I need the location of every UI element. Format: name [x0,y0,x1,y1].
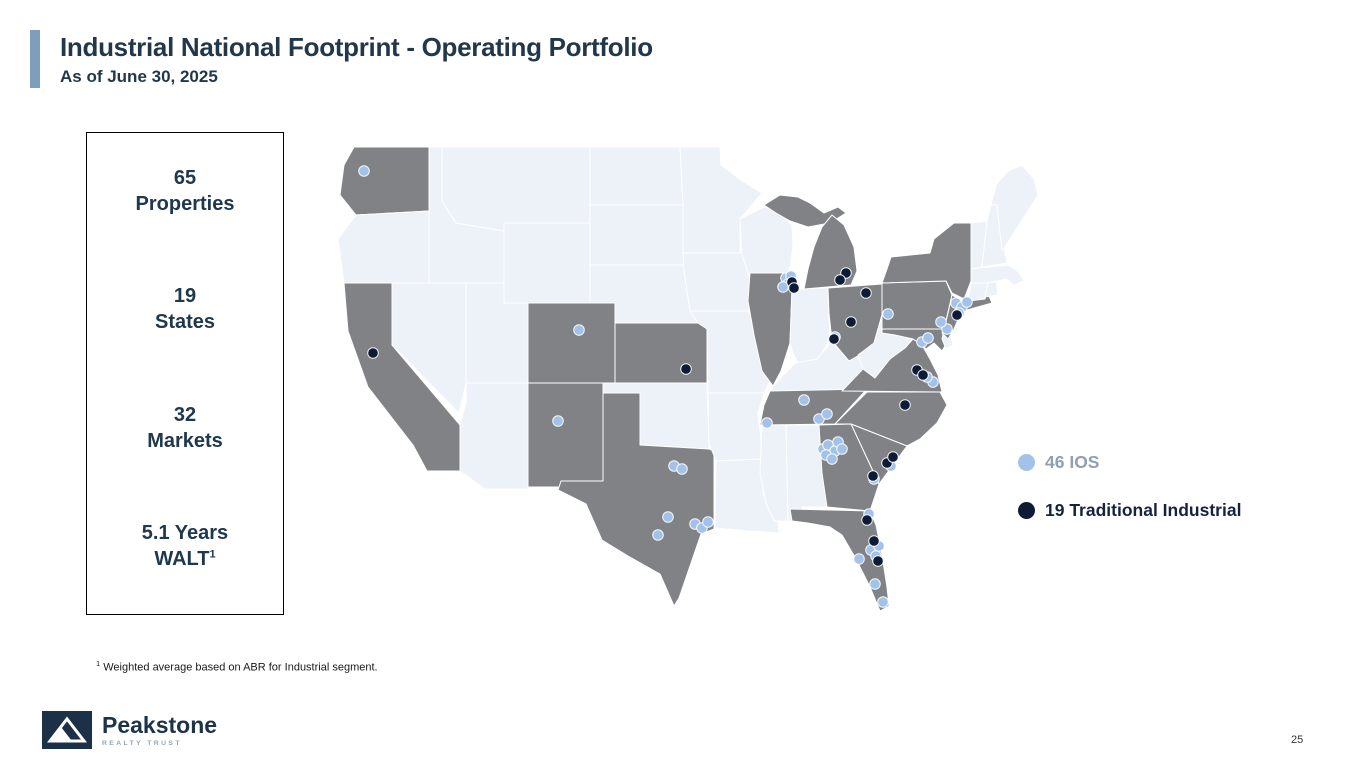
stat-label: WALT1 [154,547,216,570]
state-FL [789,508,890,612]
ios-marker [702,516,714,528]
legend-label-ios: 46 IOS [1045,452,1100,472]
brand-name: Peakstone [102,711,218,738]
ios-marker [573,324,585,336]
stat-value: 5.1 Years [141,521,229,544]
ios-dot-swatch [1018,454,1035,471]
traditional-marker [867,470,879,482]
ios-marker [821,408,833,420]
brand-tagline: REALTY TRUST [102,739,182,747]
page-subtitle: As of June 30, 2025 [60,66,218,86]
traditional-marker [788,282,800,294]
stat-walt: 5.1 Years WALT1 [93,520,277,572]
us-map-svg [337,146,1039,612]
ios-marker [882,308,894,320]
stats-box: 65 Properties 19 States 32 Markets 5.1 Y… [86,132,284,615]
traditional-marker [917,369,929,381]
logo-text: Peakstone REALTY TRUST [102,711,218,747]
state-NM [527,382,604,488]
traditional-marker [845,316,857,328]
ios-marker [652,529,664,541]
state-TX [557,392,715,607]
traditional-marker [860,287,872,299]
state-MI_UP [763,194,847,228]
page-title: Industrial National Footprint - Operatin… [60,32,653,62]
page-number: 25 [1291,734,1304,746]
traditional-marker [872,555,884,567]
footnote: 1 Weighted average based on ABR for Indu… [96,659,378,674]
ios-marker [869,578,881,590]
ios-marker [922,332,934,344]
state-CO [527,302,616,384]
stat-value: 32 [173,403,197,426]
stat-label: Markets [147,429,223,452]
ios-marker [877,596,889,608]
ios-marker [761,417,773,429]
legend-item-ios: 46 IOS [1018,452,1241,473]
ios-marker [358,165,370,177]
ios-marker [826,453,838,465]
stat-value: 19 [173,285,197,308]
stat-label: States [154,311,216,334]
state-NY [881,222,972,300]
traditional-marker [951,309,963,321]
state-MA [970,264,1025,286]
footnote-text: Weighted average based on ABR for Indust… [103,661,378,674]
stat-value: 65 [173,167,197,189]
title-block: Industrial National Footprint - Operatin… [60,32,653,87]
state-SD [589,204,686,266]
ios-marker [662,511,674,523]
stat-label: Properties [135,193,235,215]
traditional-marker [680,363,692,375]
traditional-marker [828,333,840,345]
stat-states: 19 States [93,283,277,335]
title-accent-bar [30,30,40,88]
state-MT [441,146,591,232]
peakstone-logo-mark-icon [42,711,92,749]
legend-item-traditional: 19 Traditional Industrial [1018,500,1241,521]
traditional-marker [834,274,846,286]
traditional-marker [367,347,379,359]
ios-marker [836,443,848,455]
logo: Peakstone REALTY TRUST [42,711,217,749]
traditional-marker [868,535,880,547]
stat-properties: 65 Properties [93,165,277,217]
ios-marker [552,415,564,427]
ios-marker [961,296,973,308]
ios-marker [853,553,865,565]
state-WY [503,222,591,304]
ios-marker [676,463,688,475]
state-ME [990,164,1039,252]
ios-marker [798,394,810,406]
legend-label-traditional: 19 Traditional Industrial [1045,500,1242,520]
traditional-dot-swatch [1018,502,1035,519]
traditional-marker [899,399,911,411]
stat-markets: 32 Markets [93,402,277,454]
ios-marker [935,316,947,328]
footnote-marker: 1 [96,659,101,668]
state-ND [589,146,684,206]
traditional-marker [887,451,899,463]
traditional-marker [861,514,873,526]
state-WA [339,146,430,216]
state-MN [679,146,763,254]
map-legend: 46 IOS 19 Traditional Industrial [1018,452,1241,521]
state-OR [337,210,435,284]
us-map [330,142,1050,624]
state-KS [614,322,708,384]
state-AZ [459,382,529,490]
state-AR [707,392,765,462]
